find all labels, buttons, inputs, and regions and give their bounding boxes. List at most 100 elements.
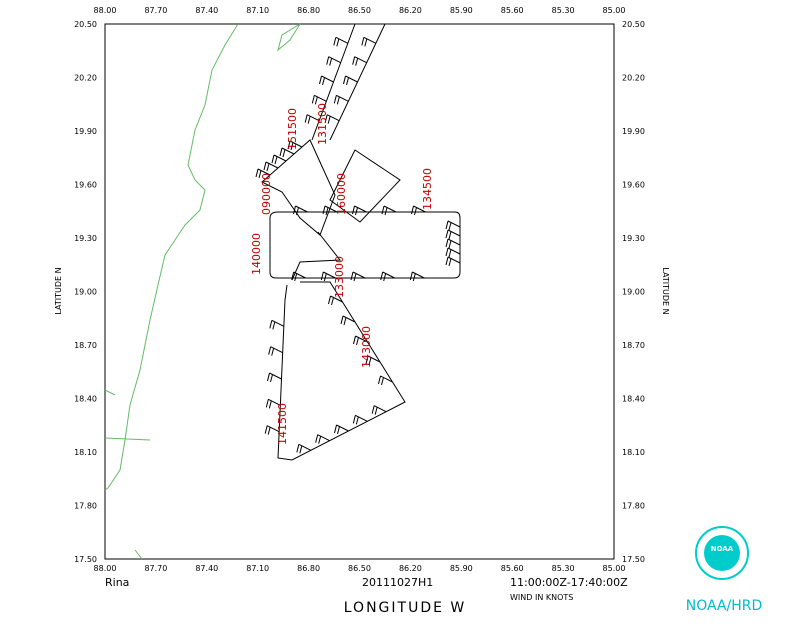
logo-ring [695, 526, 749, 580]
lat-label-left: 19.60 [74, 181, 97, 190]
barb-staff [342, 315, 356, 323]
barb-feather [325, 207, 329, 216]
barb-feather [371, 405, 375, 414]
time-label: 151500 [286, 108, 299, 150]
barb-feather [409, 271, 413, 281]
barb-feather [269, 320, 273, 329]
barb-feather [336, 38, 340, 47]
barb-staff [345, 75, 358, 83]
barb-staff [355, 335, 368, 343]
barb-feather [322, 77, 325, 86]
barb-feather [448, 249, 452, 258]
axes: 88.00 88.00 87.70 87.70 87.40 87.40 87.10 87.10… [74, 6, 645, 573]
barb-feather [255, 168, 259, 178]
barb-feather [287, 140, 291, 150]
barb-staff [352, 271, 366, 279]
barb-feather [267, 372, 270, 382]
barb-feather [353, 335, 356, 345]
lon-label-top: 86.20 [399, 6, 422, 15]
lon-label-bottom: 85.90 [450, 564, 473, 573]
lon-label-top: 85.90 [450, 6, 473, 15]
lon-label-bottom: 87.10 [246, 564, 269, 573]
barb-feather [264, 425, 268, 434]
barb-feather [374, 407, 378, 415]
barb-feather [383, 273, 387, 282]
lon-label-top: 87.40 [195, 6, 218, 15]
barb-staff [355, 414, 368, 422]
lat-label-right: 19.90 [622, 127, 645, 136]
barb-feather [333, 37, 337, 46]
barb-feather [381, 205, 385, 215]
barb-staff [273, 154, 287, 162]
barb-feather [282, 149, 286, 158]
barb-staff [266, 425, 280, 433]
barb-feather [337, 426, 340, 435]
barb-staff [323, 271, 336, 279]
lat-label-right: 17.50 [622, 555, 645, 564]
time-label: 140000 [250, 233, 263, 275]
barb-feather [268, 346, 272, 355]
lon-label-bottom: 86.20 [399, 564, 422, 573]
barb-feather [364, 38, 368, 47]
time-label: 134500 [421, 168, 434, 210]
barb-feather [318, 436, 322, 444]
lat-label-left: 18.70 [74, 341, 97, 350]
barb-staff [412, 271, 425, 279]
barb-feather [329, 58, 333, 66]
barb-feather [346, 77, 349, 86]
flight-id: 20111027H1 [362, 576, 433, 589]
barb-staff [328, 56, 341, 64]
barb-feather [320, 271, 324, 281]
time-label: 133000 [333, 256, 346, 298]
lat-label-right: 19.60 [622, 181, 645, 190]
lat-label-right: 17.80 [622, 502, 645, 511]
barb-feather [350, 271, 354, 281]
plot-frame [104, 23, 615, 560]
barb-feather [445, 256, 449, 266]
lat-label-right: 20.50 [622, 20, 645, 29]
barb-feather [412, 273, 416, 282]
lat-label-right: 19.30 [622, 234, 645, 243]
logo-disc [704, 535, 740, 571]
barb-feather [361, 37, 365, 46]
barb-feather [365, 355, 369, 365]
lon-label-bottom: 87.40 [195, 564, 218, 573]
y-axis-label-right: LATITUDE N [661, 267, 670, 314]
barb-feather [263, 161, 267, 171]
barb-feather [448, 231, 452, 240]
barb-staff [306, 114, 320, 122]
barb-feather [334, 424, 337, 434]
lat-label-right: 18.70 [622, 341, 645, 350]
barb-feather [296, 444, 300, 453]
barb-staff [380, 375, 393, 383]
time-label: 160000 [335, 173, 348, 215]
barb-staff [367, 355, 381, 363]
barb-feather [368, 357, 372, 366]
coastline [104, 23, 301, 560]
barb-feather [381, 377, 384, 386]
barb-feather [290, 142, 294, 151]
barb-staff [354, 56, 367, 64]
barb-staff [324, 205, 338, 213]
barb-feather [304, 114, 308, 123]
barb-feather [331, 297, 334, 306]
barb-feather [353, 273, 357, 282]
barb-staff [336, 94, 349, 102]
lat-label-left: 20.20 [74, 74, 97, 83]
barb-feather [448, 222, 452, 231]
lon-label-top: 85.30 [552, 6, 575, 15]
lat-label-left: 19.00 [74, 288, 97, 297]
barb-staff [281, 147, 295, 155]
barb-staff [314, 94, 327, 102]
barb-feather [326, 56, 330, 65]
barb-staff [265, 161, 279, 169]
barb-feather [268, 400, 272, 409]
barb-staff [447, 220, 461, 228]
barb-feather [411, 205, 414, 215]
barb-feather [267, 427, 271, 435]
barb-feather [293, 205, 296, 215]
lon-label-bottom: 85.60 [501, 564, 524, 573]
lat-label-left: 19.30 [74, 234, 97, 243]
y-axis-label: LATITUDE N [54, 267, 63, 314]
